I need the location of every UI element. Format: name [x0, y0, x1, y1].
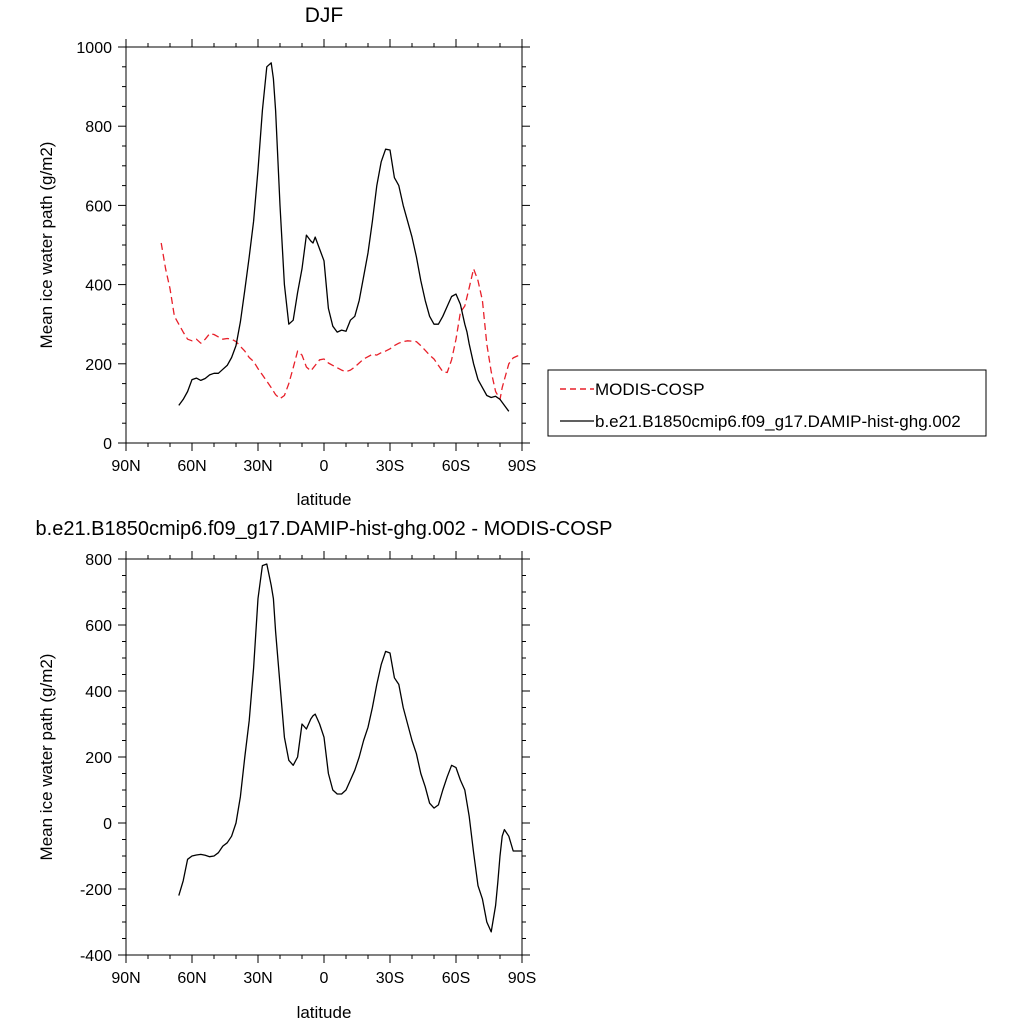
top-series-line-0: [160, 242, 522, 401]
bottom-y-tick-label: 0: [103, 816, 112, 833]
bottom-y-tick-label: 200: [85, 750, 112, 767]
bottom-y-axis-label: Mean ice water path (g/m2): [37, 654, 56, 861]
top-y-tick-label: 200: [85, 357, 112, 374]
top-y-tick-label: 600: [85, 198, 112, 215]
bottom-x-axis: 90N 60N 30N 0 30S 60S 90S: [111, 551, 536, 987]
top-x-axis-label: latitude: [297, 490, 352, 509]
top-y-tick-label: 1000: [76, 40, 112, 57]
top-y-axis-label: Mean ice water path (g/m2): [37, 142, 56, 349]
bottom-x-tick-label: 90N: [111, 970, 140, 987]
top-x-tick-label: 90N: [111, 458, 140, 475]
bottom-x-tick-label: 60N: [177, 970, 206, 987]
top-y-tick-label: 800: [85, 119, 112, 136]
bottom-plot-frame: [125, 558, 523, 956]
bottom-y-tick-label: 600: [85, 618, 112, 635]
top-series-line-1: [178, 62, 510, 412]
legend-label-model: b.e21.B1850cmip6.f09_g17.DAMIP-hist-ghg.…: [595, 412, 961, 431]
top-y-tick-label: 0: [103, 436, 112, 453]
top-chart-title: DJF: [305, 4, 344, 27]
bottom-y-axis: -400 -200 0 200 400 600 800: [80, 552, 530, 965]
bottom-x-tick-label: 30S: [376, 970, 404, 987]
bottom-y-tick-label: -200: [80, 882, 112, 899]
top-x-tick-label: 60N: [177, 458, 206, 475]
top-x-tick-label: 0: [320, 458, 329, 475]
top-plot-frame: [125, 46, 523, 444]
bottom-series-lines: [178, 563, 522, 933]
bottom-x-axis-label: latitude: [297, 1003, 352, 1022]
top-y-axis: 0 200 400 600 800 1000: [76, 40, 530, 453]
top-x-tick-label: 30N: [243, 458, 272, 475]
top-series-lines: [160, 62, 522, 412]
top-x-axis: 90N 60N 30N 0 30S 60S 90S: [111, 39, 536, 475]
bottom-x-tick-label: 30N: [243, 970, 272, 987]
top-x-tick-label: 90S: [508, 458, 536, 475]
legend-box: [547, 369, 987, 437]
bottom-chart-title: b.e21.B1850cmip6.f09_g17.DAMIP-hist-ghg.…: [36, 518, 613, 540]
bottom-x-tick-label: 0: [320, 970, 329, 987]
bottom-y-tick-label: -400: [80, 948, 112, 965]
top-x-tick-label: 60S: [442, 458, 470, 475]
legend-label-modis: MODIS-COSP: [595, 380, 705, 399]
bottom-y-tick-label: 800: [85, 552, 112, 569]
bottom-x-tick-label: 60S: [442, 970, 470, 987]
bottom-series-line-0: [178, 563, 522, 933]
bottom-y-tick-label: 400: [85, 684, 112, 701]
top-y-tick-label: 400: [85, 278, 112, 295]
bottom-x-tick-label: 90S: [508, 970, 536, 987]
bottom-chart: b.e21.B1850cmip6.f09_g17.DAMIP-hist-ghg.…: [36, 518, 613, 1022]
top-x-tick-label: 30S: [376, 458, 404, 475]
legend: MODIS-COSP b.e21.B1850cmip6.f09_g17.DAMI…: [547, 369, 987, 437]
